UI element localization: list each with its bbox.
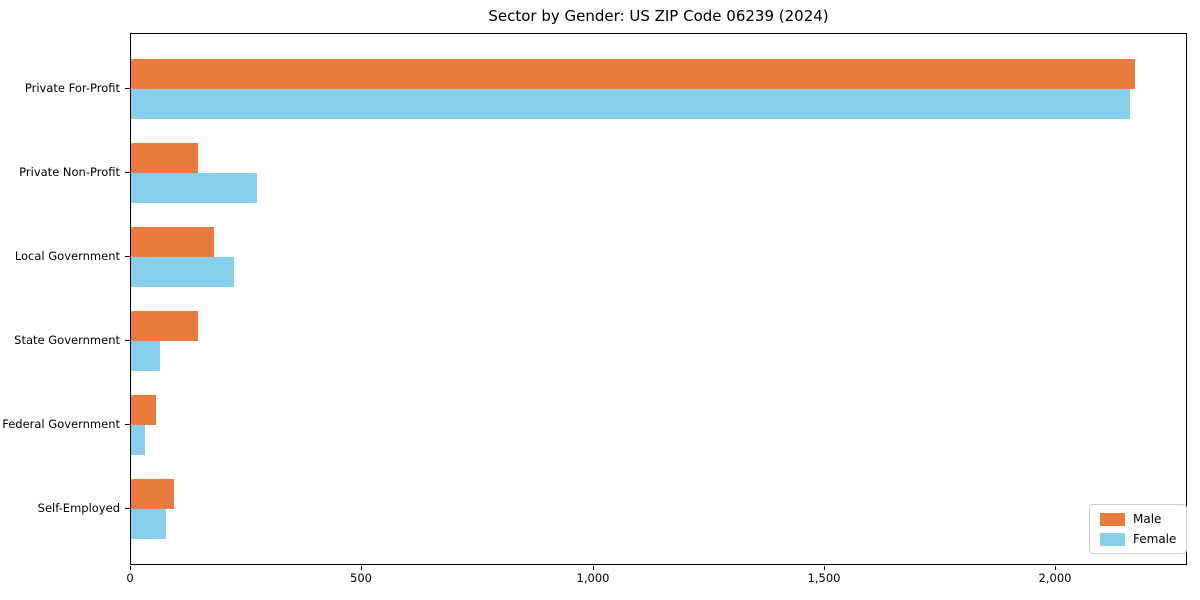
legend: Male Female <box>1089 504 1188 554</box>
plot-area <box>130 33 1187 565</box>
bar-female-0 <box>131 89 1130 119</box>
y-tick-mark-4 <box>125 424 130 425</box>
y-category-label-5: Self-Employed <box>37 501 120 515</box>
legend-item-female: Female <box>1100 532 1176 546</box>
legend-swatch-male <box>1100 512 1125 526</box>
x-tick-mark-1 <box>361 566 362 570</box>
legend-label-female: Female <box>1133 532 1177 546</box>
x-tick-label-4: 2,000 <box>1038 571 1072 585</box>
bar-female-5 <box>131 509 166 539</box>
y-tick-mark-0 <box>125 88 130 89</box>
bar-male-3 <box>131 311 198 341</box>
x-tick-mark-3 <box>824 566 825 570</box>
y-category-label-2: Local Government <box>14 249 120 263</box>
x-tick-label-1: 500 <box>350 571 372 585</box>
bar-female-2 <box>131 257 234 287</box>
bar-female-3 <box>131 341 160 371</box>
x-tick-label-0: 0 <box>126 571 134 585</box>
y-category-label-0: Private For-Profit <box>24 81 120 95</box>
y-category-label-1: Private Non-Profit <box>19 165 120 179</box>
y-tick-mark-1 <box>125 172 130 173</box>
bar-female-1 <box>131 173 257 203</box>
x-tick-mark-2 <box>593 566 594 570</box>
bar-male-4 <box>131 395 156 425</box>
legend-swatch-female <box>1100 532 1125 546</box>
bar-male-1 <box>131 143 198 173</box>
y-category-label-3: State Government <box>14 333 120 347</box>
y-tick-mark-3 <box>125 340 130 341</box>
bar-male-0 <box>131 59 1135 89</box>
x-tick-mark-0 <box>130 566 131 570</box>
x-tick-label-3: 1,500 <box>807 571 841 585</box>
x-tick-label-2: 1,000 <box>576 571 610 585</box>
y-tick-mark-2 <box>125 256 130 257</box>
bar-male-5 <box>131 479 174 509</box>
x-tick-mark-4 <box>1055 566 1056 570</box>
legend-label-male: Male <box>1133 512 1162 526</box>
y-category-label-4: Federal Government <box>2 417 120 431</box>
chart-title: Sector by Gender: US ZIP Code 06239 (202… <box>488 7 829 25</box>
bar-female-4 <box>131 425 145 455</box>
legend-item-male: Male <box>1100 512 1176 526</box>
y-tick-mark-5 <box>125 508 130 509</box>
bar-male-2 <box>131 227 214 257</box>
